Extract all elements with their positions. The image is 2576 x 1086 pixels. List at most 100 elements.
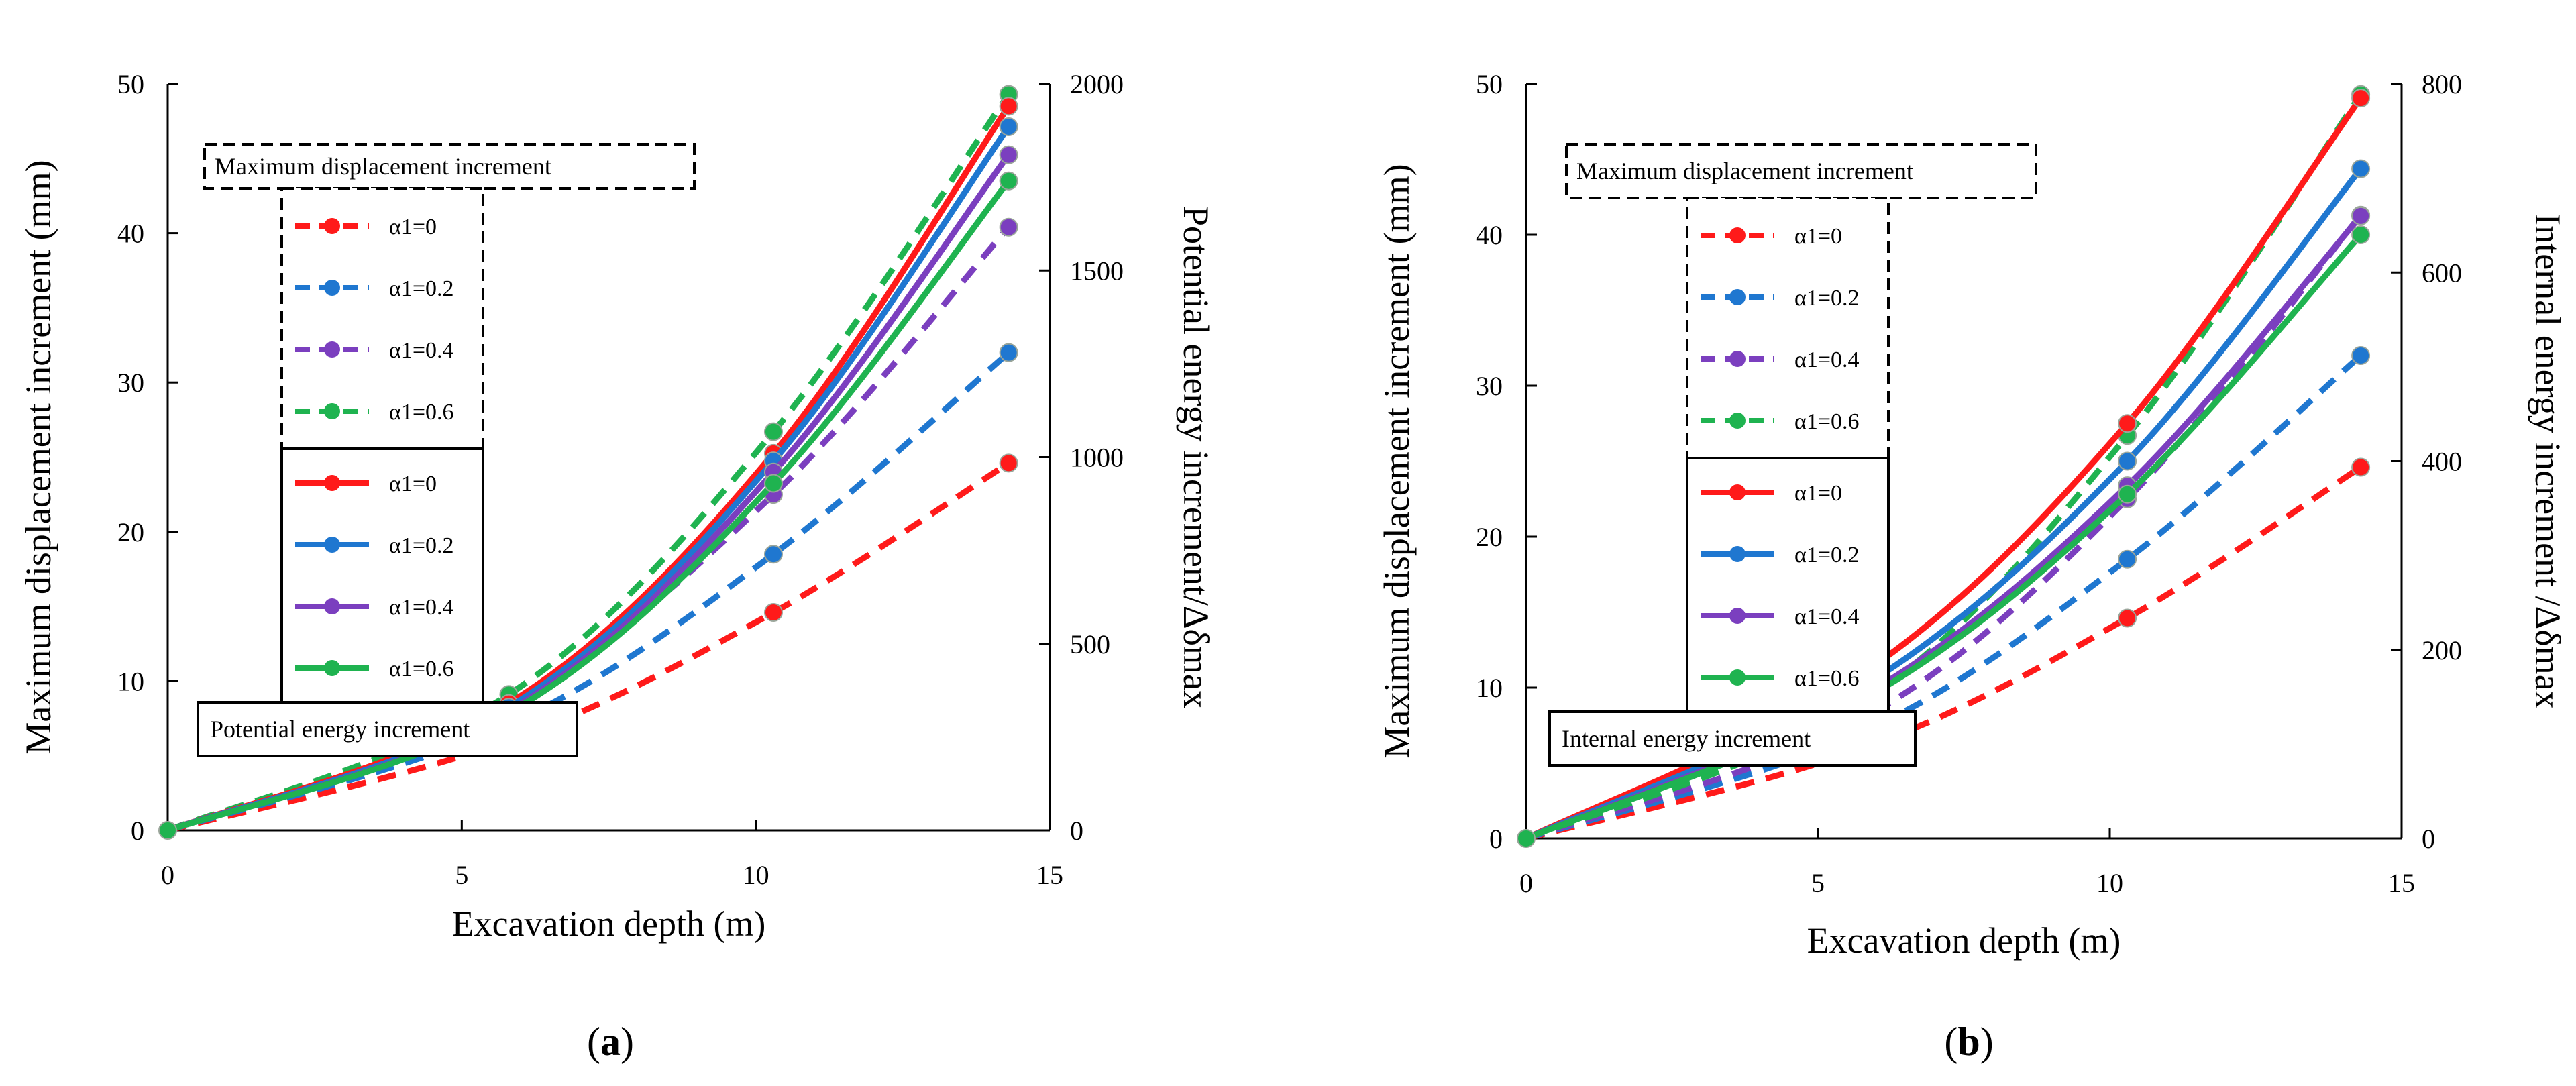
data-point bbox=[2351, 206, 2371, 225]
legend: Maximum displacement increment Potential … bbox=[197, 143, 696, 757]
legend-dashed-title-box bbox=[203, 143, 696, 190]
legend-entry-label: α1=0.6 bbox=[389, 657, 454, 682]
legend-swatch-marker bbox=[1729, 351, 1746, 367]
data-point bbox=[2351, 457, 2371, 477]
data-point bbox=[2351, 346, 2371, 365]
legend-swatch-marker bbox=[324, 660, 340, 676]
legend-entry-label: α1=0 bbox=[1794, 224, 1842, 249]
data-point bbox=[999, 171, 1018, 191]
y2-tick-label: 400 bbox=[2422, 447, 2462, 477]
legend-dashed-title: Maximum displacement increment bbox=[215, 153, 551, 180]
y-tick-label: 40 bbox=[117, 219, 144, 249]
legend-entry-label: α1=0 bbox=[389, 215, 437, 239]
series-line-solid-7 bbox=[1523, 231, 2364, 842]
y2-axis-title: Internal energy increment /Δδmax bbox=[2528, 213, 2568, 708]
legend-swatch-marker bbox=[1729, 608, 1746, 624]
legend-swatch-marker bbox=[324, 598, 340, 614]
legend-entry-label: α1=0.2 bbox=[389, 533, 454, 558]
chart-panel-b: 0 5 10 15010203040500200400600800Excavation… bbox=[1377, 69, 2568, 1064]
legend-entry-label: α1=0 bbox=[1794, 481, 1842, 506]
y-tick-label: 10 bbox=[117, 666, 144, 696]
y-tick-label: 40 bbox=[1476, 220, 1503, 250]
data-point bbox=[763, 603, 783, 622]
data-point bbox=[999, 217, 1018, 237]
y-tick-label: 30 bbox=[1476, 371, 1503, 401]
y-tick-label: 50 bbox=[117, 69, 144, 99]
x-tick-label: 10 bbox=[743, 860, 769, 890]
data-point bbox=[763, 545, 783, 564]
data-point bbox=[763, 422, 783, 441]
legend-swatch-marker bbox=[1729, 227, 1746, 243]
legend-entry-label: α1=0.2 bbox=[1794, 543, 1860, 567]
legend: Maximum displacement increment Internal e… bbox=[1548, 143, 2037, 767]
legend-swatch-marker bbox=[324, 475, 340, 491]
legend-entry-label: α1=0.2 bbox=[1794, 286, 1860, 311]
series-line-solid-7 bbox=[164, 178, 1012, 834]
legend-swatch-marker bbox=[324, 341, 340, 358]
legend-swatch-marker bbox=[324, 403, 340, 419]
legend-dashed-title-box bbox=[1565, 143, 2037, 199]
data-point bbox=[999, 117, 1018, 136]
y2-tick-label: 1000 bbox=[1070, 443, 1124, 473]
data-point bbox=[2118, 414, 2137, 433]
y2-tick-label: 800 bbox=[2422, 69, 2462, 99]
series-line-dashed-1 bbox=[1525, 353, 2363, 842]
data-point bbox=[763, 474, 783, 493]
y-tick-label: 20 bbox=[1476, 522, 1503, 552]
legend-entry-label: α1=0.4 bbox=[389, 595, 454, 620]
legend-entry-label: α1=0.4 bbox=[1794, 604, 1860, 629]
x-tick-label: 15 bbox=[1036, 860, 1063, 890]
data-point bbox=[999, 453, 1018, 473]
legend-solid-title-box bbox=[1548, 710, 1917, 767]
y-axis-title: Maximum displacement increment (mm) bbox=[18, 160, 58, 754]
data-point bbox=[999, 97, 1018, 116]
panel-label: (b) bbox=[1944, 1020, 1993, 1064]
data-point bbox=[2351, 225, 2371, 244]
y2-tick-label: 1500 bbox=[1070, 256, 1124, 286]
data-point bbox=[2351, 89, 2371, 108]
y-axis-title: Maximum displacement increment (mm) bbox=[1377, 164, 1417, 758]
legend-dashed-box bbox=[1686, 197, 1890, 459]
data-point bbox=[2118, 549, 2137, 569]
legend-solid-title: Internal energy increment bbox=[1562, 725, 1811, 752]
x-tick-label: 10 bbox=[2096, 868, 2123, 898]
legend-entry-label: α1=0.6 bbox=[1794, 666, 1860, 691]
data-point bbox=[2118, 484, 2137, 504]
series-line-dashed-3 bbox=[166, 93, 1012, 834]
data-point-origin bbox=[1517, 829, 1536, 848]
x-tick-label: 0 bbox=[161, 860, 174, 890]
legend-solid-box bbox=[280, 447, 484, 704]
legend-solid-box bbox=[1686, 457, 1890, 713]
data-point bbox=[999, 145, 1018, 164]
legend-swatch-marker bbox=[324, 218, 340, 234]
panel-label: (a) bbox=[587, 1020, 634, 1064]
x-axis-title: Excavation depth (m) bbox=[1807, 920, 2121, 961]
y-tick-label: 50 bbox=[1476, 69, 1503, 99]
y2-tick-label: 0 bbox=[1070, 816, 1083, 846]
legend-swatch-marker bbox=[1729, 669, 1746, 686]
y-tick-label: 0 bbox=[131, 816, 144, 846]
chart-panel-a: 0 5 10 15010203040500500100015002000Excavat… bbox=[18, 69, 1216, 1064]
x-tick-label: 5 bbox=[455, 860, 468, 890]
x-tick-label: 15 bbox=[2388, 868, 2415, 898]
y2-tick-label: 0 bbox=[2422, 824, 2435, 854]
legend-dashed-title: Maximum displacement increment bbox=[1576, 158, 1913, 184]
y-tick-label: 0 bbox=[1489, 824, 1503, 854]
legend-solid-title: Potential energy increment bbox=[210, 716, 470, 743]
legend-swatch-marker bbox=[324, 537, 340, 553]
data-point bbox=[2118, 608, 2137, 628]
legend-entry-label: α1=0 bbox=[389, 472, 437, 496]
y2-axis-title: Potential energy increment/Δδmax bbox=[1176, 206, 1216, 708]
series-line-solid-5 bbox=[1523, 166, 2364, 842]
x-axis-title: Excavation depth (m) bbox=[452, 904, 766, 944]
legend-solid-title-box bbox=[197, 701, 578, 757]
y2-tick-label: 200 bbox=[2422, 635, 2462, 665]
x-tick-label: 0 bbox=[1519, 868, 1533, 898]
series-line-dashed-1 bbox=[166, 350, 1011, 834]
y-tick-label: 10 bbox=[1476, 673, 1503, 703]
legend-entry-label: α1=0.6 bbox=[389, 400, 454, 425]
y2-tick-label: 2000 bbox=[1070, 69, 1124, 99]
legend-swatch-marker bbox=[1729, 413, 1746, 429]
legend-entry-label: α1=0.6 bbox=[1794, 409, 1860, 434]
